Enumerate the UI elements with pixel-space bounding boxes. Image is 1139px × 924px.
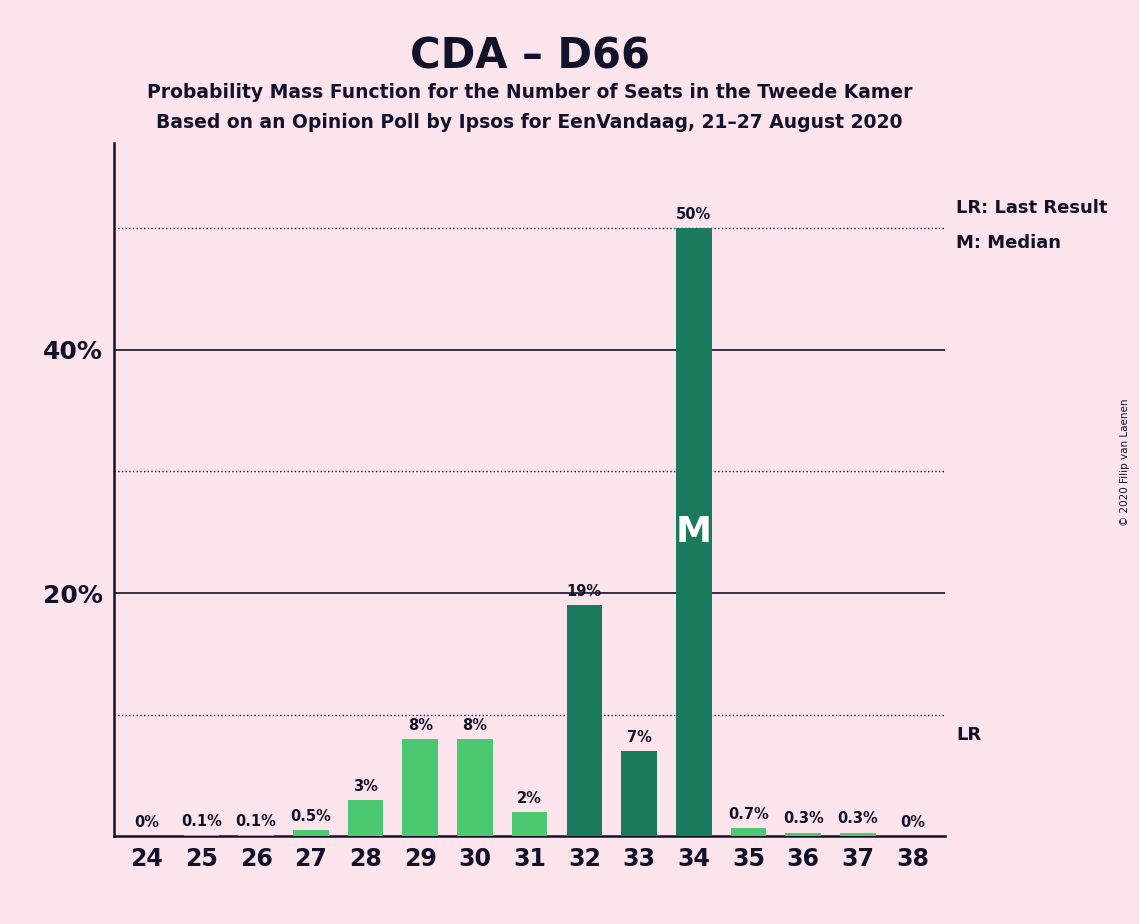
Text: CDA – D66: CDA – D66 [410, 35, 649, 77]
Text: 50%: 50% [677, 207, 712, 223]
Text: M: M [675, 516, 712, 549]
Bar [841, 833, 876, 836]
Text: Probability Mass Function for the Number of Seats in the Tweede Kamer: Probability Mass Function for the Number… [147, 83, 912, 103]
Text: 0.5%: 0.5% [290, 809, 331, 824]
Text: 0%: 0% [134, 815, 159, 830]
Text: 19%: 19% [567, 584, 601, 599]
Bar [183, 835, 219, 836]
Text: 0.1%: 0.1% [236, 814, 277, 829]
Text: 7%: 7% [626, 730, 652, 745]
Text: 0.7%: 0.7% [728, 807, 769, 821]
Bar [402, 739, 439, 836]
Bar [238, 835, 273, 836]
Text: 8%: 8% [462, 718, 487, 733]
Bar [675, 228, 712, 836]
Text: © 2020 Filip van Laenen: © 2020 Filip van Laenen [1121, 398, 1130, 526]
Bar [566, 605, 603, 836]
Bar [511, 812, 548, 836]
Text: 0.1%: 0.1% [181, 814, 222, 829]
Text: Based on an Opinion Poll by Ipsos for EenVandaag, 21–27 August 2020: Based on an Opinion Poll by Ipsos for Ee… [156, 113, 903, 132]
Text: LR: Last Result: LR: Last Result [957, 200, 1108, 217]
Text: 3%: 3% [353, 779, 378, 794]
Text: M: Median: M: Median [957, 234, 1062, 252]
Bar [730, 828, 767, 836]
Bar [457, 739, 493, 836]
Text: 8%: 8% [408, 718, 433, 733]
Bar [786, 833, 821, 836]
Text: 0.3%: 0.3% [837, 811, 878, 826]
Bar [293, 830, 329, 836]
Bar [621, 751, 657, 836]
Text: 0.3%: 0.3% [782, 811, 823, 826]
Text: 2%: 2% [517, 791, 542, 806]
Text: 0%: 0% [900, 815, 925, 830]
Bar [347, 800, 384, 836]
Text: LR: LR [957, 725, 982, 744]
